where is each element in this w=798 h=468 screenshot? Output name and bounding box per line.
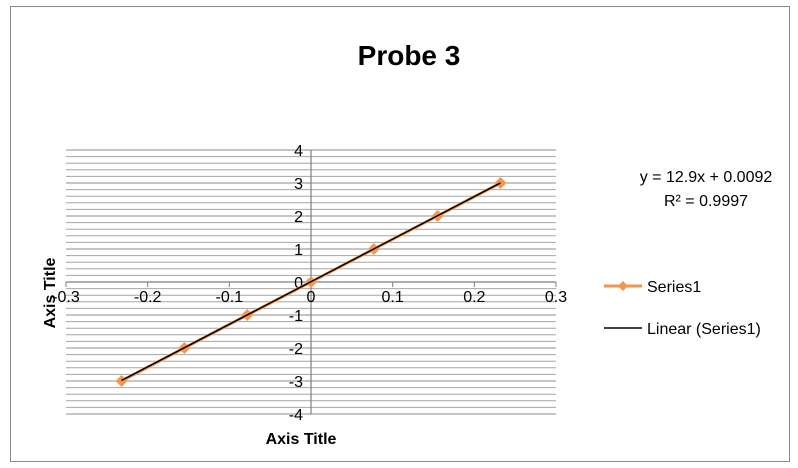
series1-point <box>115 375 128 387</box>
legend-series1-label: Series1 <box>647 279 701 296</box>
x-tick-label: -0.1 <box>216 289 244 306</box>
y-tick-label: -1 <box>289 308 303 325</box>
x-tick-label: 0.1 <box>382 289 404 306</box>
chart-title: Probe 3 <box>358 40 461 71</box>
x-tick-label: -0.2 <box>134 289 162 306</box>
chart-area: -0.3 -0.2 -0.1 0 0.1 0.2 0.3 4 3 2 1 0 -1 -2 -3 -4 Pro… <box>10 6 790 462</box>
legend: Series1 Linear (Series1) <box>604 279 761 338</box>
legend-series1-diamond-icon <box>618 281 628 291</box>
x-tick-label: 0.2 <box>463 289 485 306</box>
y-tick-label: 3 <box>294 176 303 193</box>
y-tick-label: 2 <box>294 209 303 226</box>
x-tick-label: 0 <box>307 289 316 306</box>
y-tick-label: -4 <box>289 407 303 424</box>
y-tick-label: 0 <box>294 275 303 292</box>
trendline-layer <box>121 182 501 382</box>
trendline-r-squared: R² = 0.9997 <box>664 193 748 210</box>
y-tick-label: -2 <box>289 341 303 358</box>
x-tick-label: 0.3 <box>545 289 567 306</box>
y-tick-label: 1 <box>294 242 303 259</box>
x-tick-labels: -0.3 -0.2 -0.1 0 0.1 0.2 0.3 <box>52 289 567 306</box>
trendline <box>121 182 501 382</box>
x-axis-title: Axis Title <box>266 431 337 448</box>
legend-trendline-label: Linear (Series1) <box>647 321 761 338</box>
x-tick-label: -0.3 <box>52 289 80 306</box>
y-tick-label: -3 <box>289 374 303 391</box>
y-tick-labels: 4 3 2 1 0 -1 -2 -3 -4 <box>289 143 303 424</box>
trendline-equation: y = 12.9x + 0.0092 <box>640 169 773 186</box>
y-tick-label: 4 <box>294 143 303 160</box>
y-axis-title: Axis Title <box>42 257 59 328</box>
